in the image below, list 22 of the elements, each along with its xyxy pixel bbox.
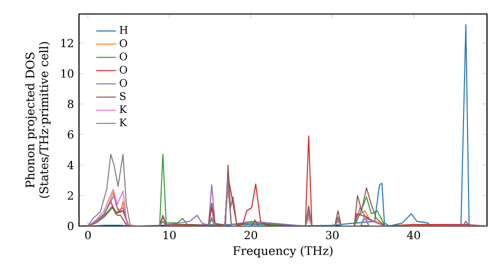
legend-label: O (120, 52, 128, 60)
y-tick-label: 12 (61, 38, 74, 48)
y-tick-label: 2 (68, 191, 74, 200)
x-tick-label: 20 (244, 230, 258, 240)
legend-label: O (120, 78, 128, 87)
x-tick-label: 0 (85, 230, 91, 240)
y-tick-label: 6 (68, 130, 74, 139)
x-tick-label: 30 (326, 230, 339, 240)
x-tick-label: 40 (407, 230, 420, 240)
legend-label: S (120, 92, 126, 100)
y-tick-label: 8 (68, 100, 74, 108)
legend-label: K (120, 118, 128, 126)
legend-label: K (120, 105, 128, 114)
y-tick-label: 10 (61, 69, 74, 78)
y-tick-label: 4 (67, 160, 74, 170)
x-axis-title: Frequency (THz) (233, 246, 332, 258)
x-tick-label: 10 (164, 230, 176, 240)
legend-label: O (120, 66, 128, 74)
legend-label: O (120, 39, 128, 48)
legend-label: H (120, 26, 128, 34)
y-axis-title: Phonon projected DOS (States/THz·primitive cell) (25, 42, 51, 198)
y-tick-label: 0 (68, 222, 74, 230)
